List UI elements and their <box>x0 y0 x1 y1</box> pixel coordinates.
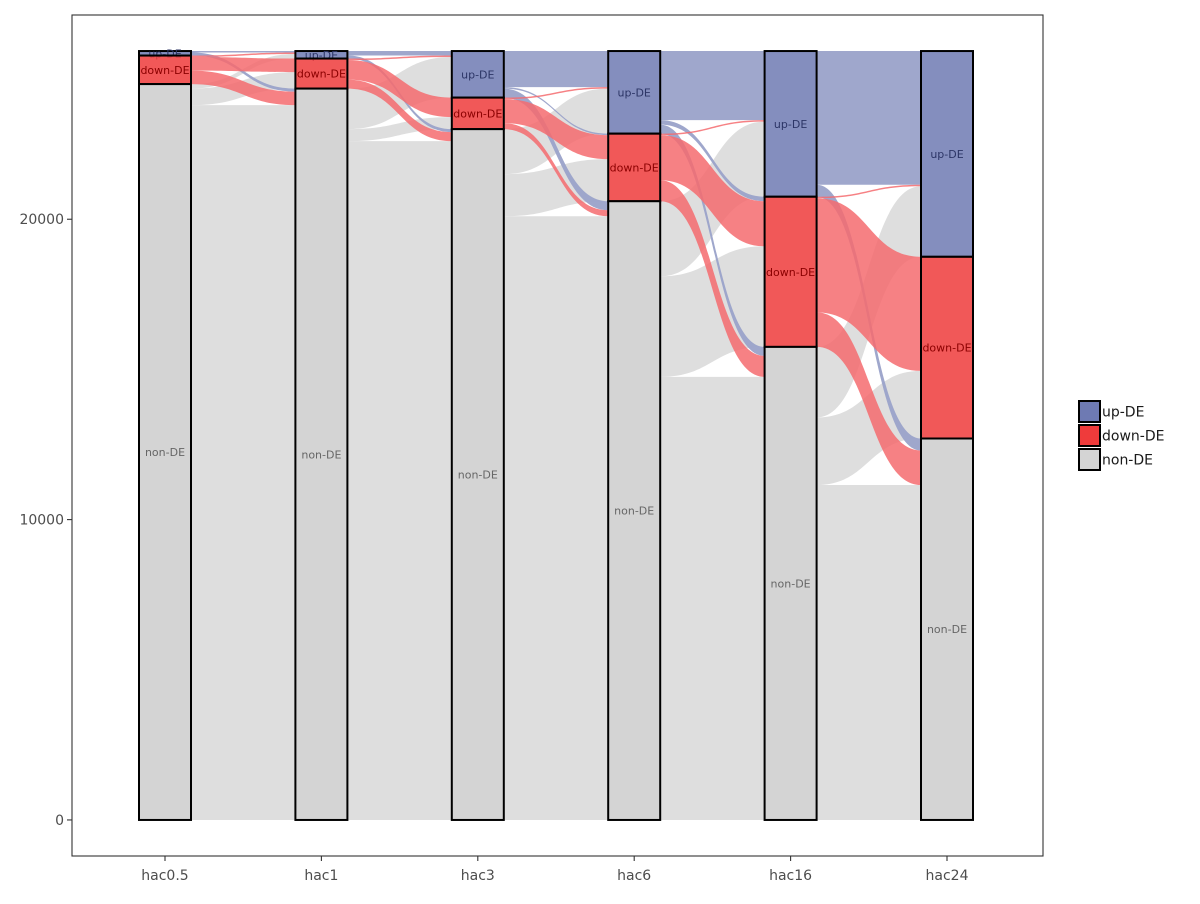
flow-non-DE-to-non-DE <box>503 216 609 820</box>
flow-non-DE-to-non-DE <box>816 485 921 820</box>
segment-label-down-DE: down-DE <box>140 64 189 77</box>
flow-up-DE-to-up-DE <box>347 51 452 56</box>
flow-down-DE-to-up-DE <box>503 87 609 100</box>
bar-segment-down-DE <box>763 195 818 348</box>
segment-label-up-DE: up-DE <box>618 86 651 99</box>
y-tick-label: 10000 <box>19 513 64 529</box>
legend-key-up-DE <box>1078 400 1101 423</box>
segment-label-down-DE: down-DE <box>297 68 346 81</box>
segment-label-non-DE: non-DE <box>771 577 811 590</box>
bar-segment-non-DE <box>294 87 349 821</box>
flow-up-DE-to-down-DE <box>503 87 609 136</box>
flow-down-DE-to-down-DE <box>191 57 296 73</box>
bar-segment-up-DE <box>450 50 505 99</box>
bar-segment-down-DE <box>607 132 662 203</box>
y-tick-label: 0 <box>55 813 64 829</box>
segment-label-up-DE: up-DE <box>930 148 963 161</box>
legend-key-down-DE <box>1078 424 1101 447</box>
bar-segment-down-DE <box>450 96 505 131</box>
bar-segment-non-DE <box>607 200 662 821</box>
flow-non-DE-to-non-DE <box>347 141 452 820</box>
segment-label-down-DE: down-DE <box>922 342 971 355</box>
flow-down-DE-to-non-DE <box>660 180 765 377</box>
flow-down-DE-to-non-DE <box>347 79 452 142</box>
flow-down-DE-to-down-DE <box>816 198 921 371</box>
flow-non-DE-to-non-DE <box>191 105 296 820</box>
segment-label-non-DE: non-DE <box>301 448 341 461</box>
bar-segment-up-DE <box>607 50 662 135</box>
segment-label-up-DE: up-DE <box>774 118 807 131</box>
flow-down-DE-to-down-DE <box>503 99 609 160</box>
flow-down-DE-to-non-DE <box>503 123 609 217</box>
bar-segment-non-DE <box>138 83 192 821</box>
x-tick-label: hac16 <box>769 868 812 884</box>
x-tick-label: hac0.5 <box>141 868 188 884</box>
flow-up-DE-to-up-DE <box>816 51 921 185</box>
flow-down-DE-to-non-DE <box>191 70 296 106</box>
stack-hac6: up-DE down-DE non-DE <box>607 50 662 821</box>
legend-label-up-DE: up-DE <box>1102 405 1144 421</box>
segment-label-down-DE: down-DE <box>453 107 502 120</box>
flow-down-DE-to-down-DE <box>347 60 452 118</box>
bar-segment-down-DE <box>138 54 192 86</box>
flow-down-DE-to-up-DE <box>347 55 452 61</box>
flow-down-DE-to-up-DE <box>660 120 765 136</box>
flow-non-DE-to-non-DE <box>660 376 765 820</box>
y-tick-label: 20000 <box>19 212 64 228</box>
flow-up-DE-to-non-DE <box>660 124 765 356</box>
stack-hac16: up-DE down-DE non-DE <box>763 50 818 821</box>
bar-segment-up-DE <box>763 50 818 198</box>
segment-label-up-DE: up-DE <box>461 68 494 81</box>
legend-key-non-DE <box>1078 448 1101 471</box>
bar-segment-non-DE <box>920 437 974 821</box>
legend: up-DE down-DE non-DE <box>1078 400 1164 471</box>
x-tick-label: hac6 <box>617 868 651 884</box>
flow-up-DE-to-non-DE <box>503 88 609 211</box>
bar-segment-non-DE <box>450 128 505 821</box>
flow-down-DE-to-up-DE <box>816 184 921 199</box>
flows <box>191 51 921 820</box>
segment-label-non-DE: non-DE <box>458 469 498 482</box>
stack-hac24: up-DE down-DE non-DE <box>920 50 974 821</box>
flow-down-DE-to-non-DE <box>816 312 921 486</box>
stack-hac3: up-DE down-DE non-DE <box>450 50 505 821</box>
legend-label-non-DE: non-DE <box>1102 453 1153 469</box>
x-tick-label: hac3 <box>461 868 495 884</box>
flow-up-DE-to-up-DE <box>191 51 296 53</box>
x-tick-label: hac24 <box>926 868 969 884</box>
flow-up-DE-to-non-DE <box>191 52 296 92</box>
x-tick-label: hac1 <box>304 868 338 884</box>
bar-segment-down-DE <box>920 255 974 440</box>
flow-up-DE-to-up-DE <box>503 51 609 88</box>
segment-label-non-DE: non-DE <box>614 505 654 518</box>
bar-segment-up-DE <box>920 50 974 258</box>
segment-label-non-DE: non-DE <box>145 446 185 459</box>
flow-non-DE-to-down-DE <box>816 370 921 486</box>
flow-up-DE-to-down-DE <box>660 120 765 202</box>
bar-segment-down-DE <box>294 57 349 90</box>
bar-segment-non-DE <box>763 345 818 821</box>
flow-up-DE-to-up-DE <box>660 51 765 121</box>
segment-label-non-DE: non-DE <box>927 623 967 636</box>
legend-label-down-DE: down-DE <box>1102 429 1164 445</box>
segment-label-down-DE: down-DE <box>610 161 659 174</box>
flow-down-DE-to-down-DE <box>660 135 765 247</box>
flow-down-DE-to-up-DE <box>191 52 296 58</box>
segment-label-down-DE: down-DE <box>766 266 815 279</box>
panel-border <box>71 14 1044 857</box>
